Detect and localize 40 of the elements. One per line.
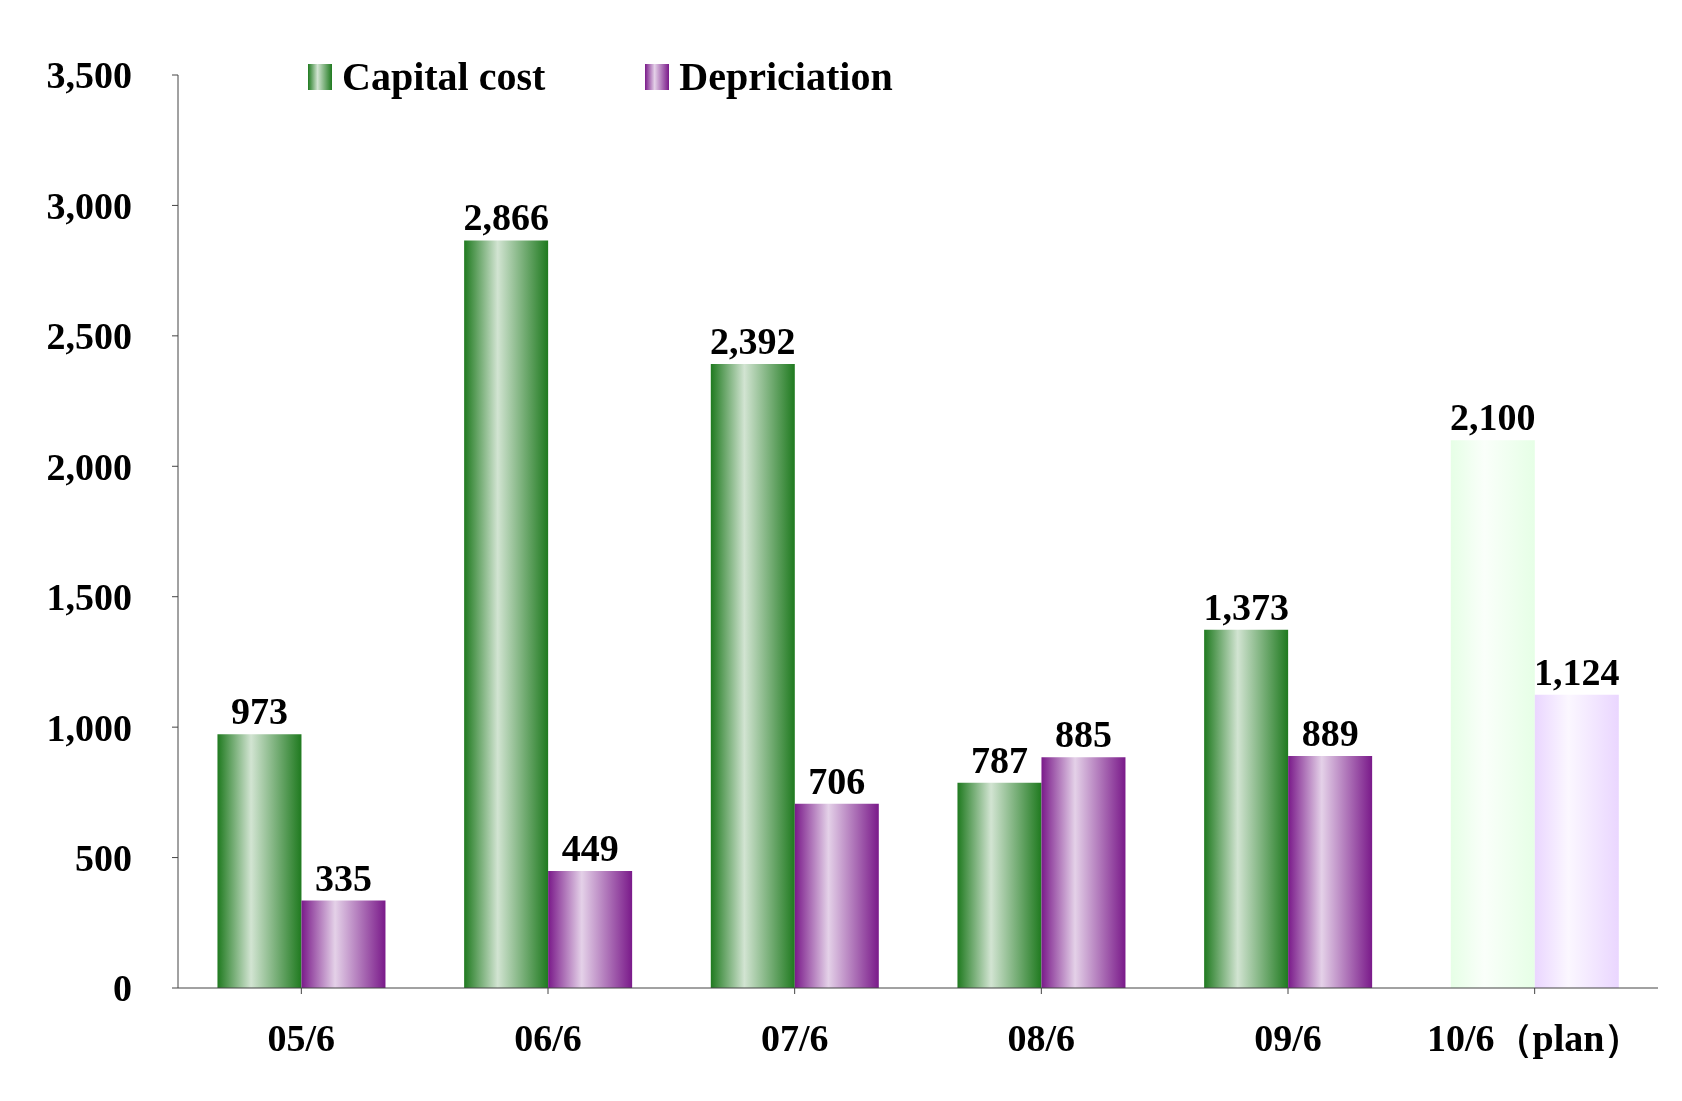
data-label: 1,124 [1534, 650, 1620, 693]
x-tick-label: 05/6 [267, 1016, 336, 1059]
data-label: 449 [561, 826, 619, 869]
legend-label: Capital cost [342, 53, 546, 100]
bar [1041, 757, 1126, 988]
bar [1204, 629, 1289, 988]
bar [548, 870, 633, 988]
y-tick-label: 3,500 [46, 54, 132, 97]
data-label: 973 [230, 690, 288, 733]
bar [217, 734, 302, 988]
data-label: 2,392 [710, 320, 796, 363]
bar [710, 364, 795, 988]
data-label: 787 [970, 738, 1028, 781]
bar [301, 900, 386, 988]
y-tick-label: 1,000 [46, 706, 132, 749]
y-tick-label: 500 [75, 837, 132, 880]
x-tick-label: 08/6 [1007, 1016, 1076, 1059]
legend-label: Depriciation [679, 53, 893, 100]
data-label: 335 [314, 856, 372, 899]
data-label: 2,100 [1450, 396, 1536, 439]
x-tick-label: 10/6（plan） [1426, 1016, 1643, 1059]
bar [464, 240, 549, 988]
bar [1288, 756, 1373, 988]
y-tick-label: 2,000 [46, 445, 132, 488]
bar [957, 782, 1042, 988]
bar [1534, 694, 1619, 988]
data-label: 889 [1301, 712, 1359, 755]
x-tick-label: 09/6 [1254, 1016, 1322, 1059]
data-label: 706 [808, 759, 866, 802]
data-label: 1,373 [1203, 585, 1289, 628]
bar [794, 803, 879, 988]
data-label: 2,866 [463, 196, 549, 239]
y-tick-label: 3,000 [46, 184, 132, 227]
y-tick-label: 1,500 [46, 576, 132, 619]
y-tick-label: 0 [113, 967, 132, 1010]
x-tick-label: 06/6 [514, 1016, 582, 1059]
data-label: 885 [1054, 713, 1112, 756]
bar [1450, 440, 1535, 988]
x-tick-label: 07/6 [760, 1016, 829, 1059]
y-tick-label: 2,500 [46, 315, 132, 358]
